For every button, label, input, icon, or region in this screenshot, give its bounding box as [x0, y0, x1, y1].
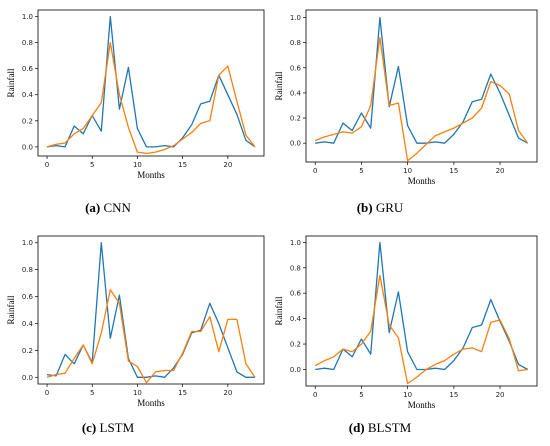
y-axis-label: Rainfall [274, 296, 284, 325]
x-axis-label: Months [137, 170, 165, 180]
chart-panel: 0 5 10 15 20 0.0 0.2 0.4 0.6 0.8 1.0 Months Rainfall… [6, 9, 265, 215]
panel-title: CNN [100, 200, 131, 215]
panel-label: (d) [349, 420, 365, 435]
x-tick-label: 15 [178, 389, 187, 397]
x-axis-label: Months [137, 398, 165, 408]
x-tick-label: 10 [403, 167, 412, 175]
axes-frame [305, 235, 538, 387]
x-tick-label: 20 [223, 389, 232, 397]
x-tick-label: 20 [223, 161, 232, 169]
x-tick-label: 5 [359, 167, 363, 175]
x-tick-label: 5 [359, 391, 363, 399]
y-tick-label: 0.6 [22, 65, 34, 73]
series-line-2 [46, 41, 256, 155]
y-axis-label: Rainfall [274, 71, 284, 100]
panel-title: LSTM [96, 420, 134, 435]
y-tick-label: 0.0 [290, 366, 301, 374]
x-axis-label: Months [408, 176, 436, 186]
panel-caption: (d) BLSTM [349, 420, 412, 435]
x-tick-label: 0 [313, 167, 317, 175]
series-line-2 [314, 274, 528, 385]
y-axis-label: Rainfall [6, 68, 16, 97]
panel-caption: (c) LSTM [82, 420, 135, 435]
y-tick-label: 0.8 [290, 264, 301, 272]
x-tick-label: 15 [178, 161, 187, 169]
chart-panel: 0 5 10 15 20 0.0 0.2 0.4 0.6 0.8 1.0 Months Rainfall… [6, 235, 265, 435]
x-tick-label: 15 [449, 167, 458, 175]
axes-frame [37, 235, 265, 385]
y-tick-label: 0.4 [290, 315, 302, 323]
y-tick-label: 0.8 [290, 39, 301, 47]
y-tick-label: 1.0 [290, 239, 301, 247]
y-tick-label: 0.0 [22, 143, 33, 151]
y-tick-label: 0.2 [290, 341, 301, 349]
x-tick-label: 5 [90, 161, 94, 169]
chart-panel: 0 5 10 15 20 0.0 0.2 0.4 0.6 0.8 1.0 Months Rainfall… [274, 9, 538, 215]
panel-label: (b) [357, 200, 373, 215]
y-tick-label: 0.2 [290, 115, 301, 123]
y-axis-label: Rainfall [6, 295, 16, 324]
y-tick-label: 0.2 [22, 347, 33, 355]
y-tick-label: 0.4 [290, 89, 302, 97]
series-line-1 [46, 15, 256, 148]
y-tick-label: 0.6 [22, 293, 34, 301]
series-line-1 [315, 16, 529, 144]
y-tick-label: 0.6 [290, 290, 302, 298]
panel-caption: (b) GRU [357, 200, 404, 215]
x-tick-label: 5 [90, 389, 94, 397]
y-tick-label: 0.2 [22, 117, 33, 125]
x-tick-label: 15 [449, 391, 458, 399]
panel-title: GRU [373, 200, 404, 215]
y-tick-label: 0.6 [290, 64, 302, 72]
x-tick-label: 20 [496, 167, 505, 175]
y-tick-label: 1.0 [290, 14, 301, 22]
panel-label: (a) [85, 200, 100, 215]
y-tick-label: 0.0 [290, 140, 301, 148]
x-tick-label: 10 [403, 391, 412, 399]
y-tick-label: 1.0 [22, 239, 33, 247]
x-tick-label: 10 [133, 161, 142, 169]
series-line-2 [46, 289, 256, 384]
y-tick-label: 0.4 [22, 320, 34, 328]
axes-frame [37, 9, 265, 157]
series-line-1 [315, 241, 529, 371]
x-tick-label: 0 [45, 161, 49, 169]
x-tick-label: 20 [496, 391, 505, 399]
panel-title: BLSTM [365, 420, 412, 435]
series-line-2 [314, 36, 529, 162]
y-tick-label: 0.0 [22, 374, 33, 382]
y-tick-label: 0.8 [22, 266, 33, 274]
x-axis-label: Months [408, 400, 436, 410]
panel-caption: (a) CNN [85, 200, 131, 215]
x-tick-label: 0 [45, 389, 49, 397]
y-tick-label: 1.0 [22, 13, 33, 21]
x-tick-label: 10 [133, 389, 142, 397]
series-line-1 [46, 242, 255, 378]
x-tick-label: 0 [313, 391, 317, 399]
y-tick-label: 0.8 [22, 39, 33, 47]
axes-frame [305, 9, 538, 163]
panel-label: (c) [82, 420, 96, 435]
chart-panel: 0 5 10 15 20 0.0 0.2 0.4 0.6 0.8 1.0 Months Rainfall… [274, 235, 538, 435]
y-tick-label: 0.4 [22, 91, 34, 99]
